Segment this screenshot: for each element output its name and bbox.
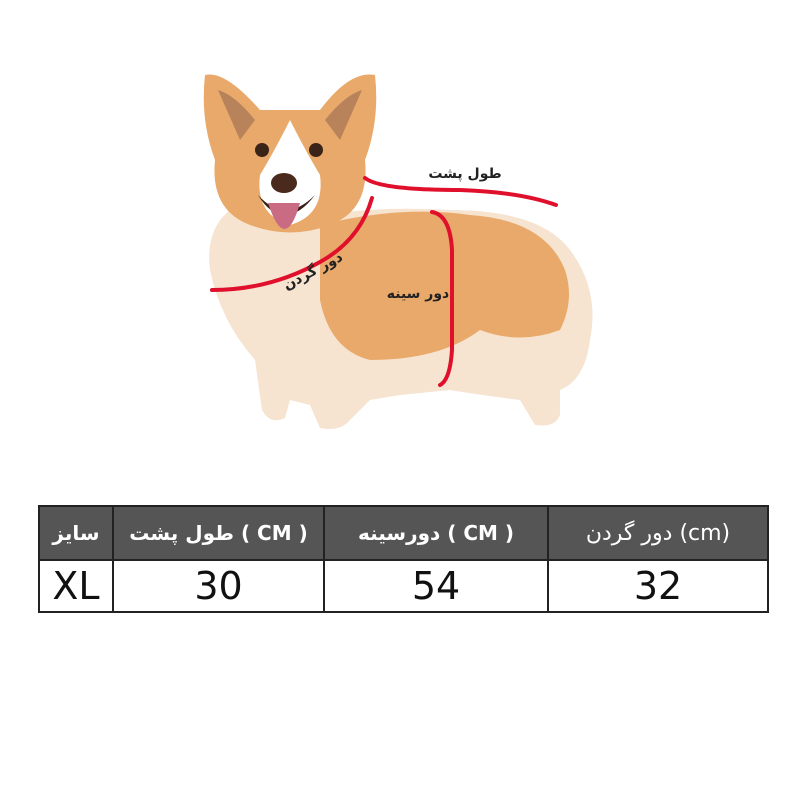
- cell-size: XL: [38, 559, 114, 613]
- table-row: XL 30 54 32: [38, 559, 769, 613]
- cell-neck: 32: [547, 559, 769, 613]
- back-length-line: [363, 176, 558, 207]
- chest-line: [430, 210, 454, 387]
- corgi-body: [203, 74, 593, 429]
- header-neck: دور گردن (cm): [547, 505, 769, 561]
- size-table: سایز طول پشت ( CM ) دورسینه ( CM ) دور گ…: [38, 505, 769, 613]
- back-length-label: طول پشت: [428, 166, 501, 182]
- dog-illustration: طول پشت دور گردن دور سینه: [203, 74, 593, 429]
- header-size: سایز: [38, 505, 114, 561]
- table-header-row: سایز طول پشت ( CM ) دورسینه ( CM ) دور گ…: [38, 505, 769, 561]
- cell-back-length: 30: [112, 559, 325, 613]
- chest-label: دور سینه: [387, 286, 450, 302]
- measurement-lines: [210, 176, 558, 387]
- cell-chest: 54: [323, 559, 549, 613]
- header-chest: دورسینه ( CM ): [323, 505, 549, 561]
- neck-line: [210, 196, 374, 292]
- header-back-length: طول پشت ( CM ): [112, 505, 325, 561]
